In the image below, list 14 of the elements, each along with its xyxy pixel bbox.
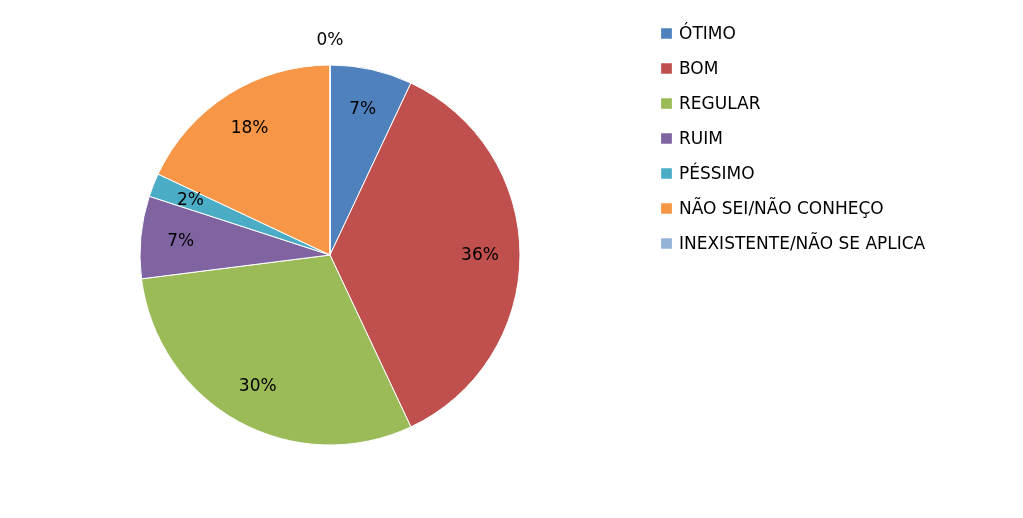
legend-label: INEXISTENTE/NÃO SE APLICA	[679, 231, 926, 253]
data-label: 36%	[461, 244, 499, 264]
data-label: 7%	[349, 97, 377, 118]
text: 0%	[316, 29, 344, 49]
data-label: 2%	[177, 188, 205, 209]
data-label: 30%	[238, 375, 277, 396]
legend-label: ÓTIMO	[679, 21, 736, 43]
data-label: 18%	[230, 117, 269, 138]
legend-label: PÉSSIMO	[679, 161, 755, 183]
legend-label: NÃO SEI/NÃO CONHEÇO	[679, 196, 884, 218]
legend-label: RUIM	[679, 127, 723, 148]
legend-label: BOM	[679, 57, 719, 78]
data-label: 7%	[167, 229, 195, 250]
legend-label: REGULAR	[679, 92, 761, 113]
